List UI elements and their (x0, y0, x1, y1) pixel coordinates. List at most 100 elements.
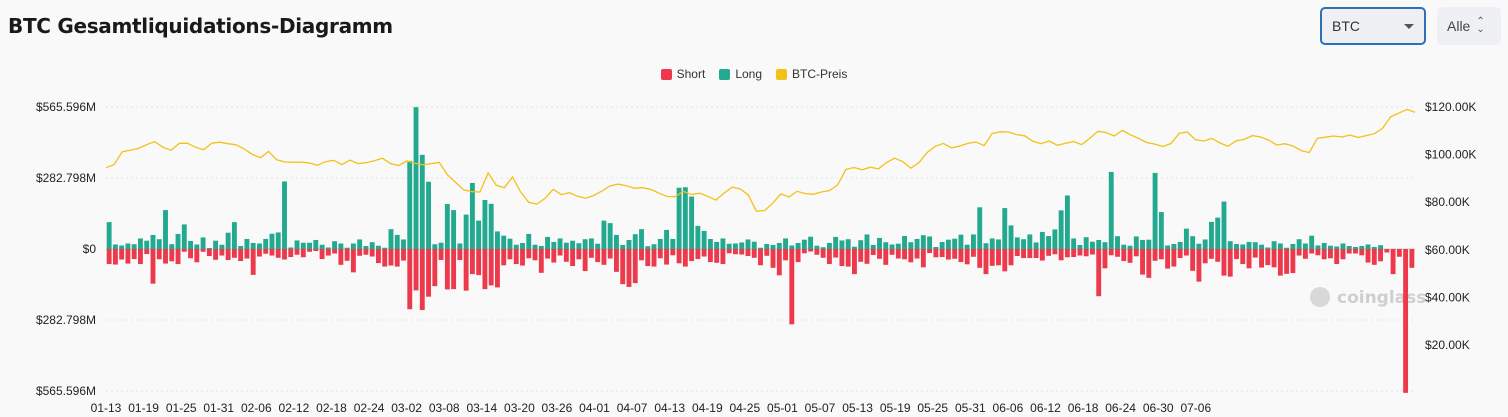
long-bar (1302, 243, 1308, 249)
long-bar (845, 239, 851, 249)
time-range-select[interactable]: Alle ⌃ ⌄ (1437, 7, 1501, 45)
x-tick-label: 02-24 (354, 401, 385, 415)
short-bar (707, 249, 713, 263)
long-bar (1202, 239, 1208, 249)
short-bar (1309, 249, 1315, 254)
long-bar (770, 244, 776, 249)
long-bar (1140, 239, 1145, 249)
short-bar (1259, 249, 1264, 268)
short-bar (1353, 249, 1358, 254)
short-bar (720, 249, 726, 265)
short-bar (238, 249, 244, 262)
long-bar (438, 242, 444, 249)
long-bar (350, 243, 356, 249)
short-bar (670, 249, 676, 256)
long-bar (369, 242, 375, 249)
x-tick-label: 05-07 (805, 401, 836, 415)
short-bar (1246, 249, 1252, 269)
short-bar (1177, 249, 1183, 259)
long-bar (1008, 225, 1014, 249)
long-bar (307, 242, 312, 249)
coin-select[interactable]: BTC (1320, 7, 1426, 45)
long-bar (532, 244, 538, 249)
long-bar (119, 245, 125, 249)
short-bar (664, 249, 669, 265)
short-bar (294, 249, 300, 255)
long-bar (1158, 212, 1164, 249)
short-bar (457, 249, 463, 261)
legend-item-long[interactable]: Long (719, 67, 762, 81)
long-bar (645, 246, 651, 249)
short-bar (1403, 249, 1409, 393)
long-bar (595, 243, 601, 249)
short-bar (952, 249, 958, 259)
short-bar (1052, 249, 1058, 255)
long-bar (413, 107, 419, 250)
long-bar (576, 243, 582, 249)
short-bar (595, 249, 601, 263)
long-bar (363, 245, 369, 249)
long-bar (1309, 235, 1315, 249)
long-bar (1328, 245, 1333, 249)
short-bar (1209, 249, 1214, 259)
long-bar (526, 233, 532, 249)
short-bar (902, 249, 907, 260)
legend-item-short[interactable]: Short (660, 67, 705, 81)
short-bar (488, 249, 494, 286)
short-bar (1240, 249, 1246, 265)
short-bar (1359, 249, 1365, 256)
short-bar (1115, 249, 1120, 257)
short-bar (1008, 249, 1014, 266)
y-right-tick-label: $120.00K (1425, 100, 1476, 114)
short-bar (332, 249, 338, 254)
short-bar (701, 249, 707, 257)
long-bar (156, 239, 162, 249)
short-bar (1334, 249, 1340, 265)
long-bar (1378, 245, 1383, 249)
x-tick-label: 03-14 (466, 401, 497, 415)
long-bar (864, 234, 870, 249)
long-bar (476, 220, 482, 249)
long-bar (432, 244, 438, 249)
long-bar (601, 220, 607, 249)
short-bar (795, 249, 801, 263)
short-bar (977, 249, 983, 268)
short-bar (1409, 249, 1415, 268)
short-bar (282, 249, 287, 260)
short-bar (1271, 249, 1277, 268)
long-bar (376, 245, 381, 249)
long-bar (419, 154, 425, 249)
short-bar (1384, 249, 1390, 253)
long-bar (1039, 231, 1045, 249)
long-bar (983, 243, 989, 249)
long-bar (889, 244, 895, 249)
short-bar (1027, 249, 1033, 259)
long-bar (551, 241, 557, 249)
long-bar (206, 248, 212, 249)
short-bar (169, 249, 175, 262)
short-bar (426, 249, 431, 297)
short-bar (1121, 249, 1127, 262)
long-bar (1014, 237, 1020, 249)
long-bar (839, 240, 845, 249)
long-bar (1027, 234, 1033, 249)
short-bar (244, 249, 250, 259)
long-bar (507, 238, 513, 249)
short-bar (789, 249, 795, 325)
legend-item-price[interactable]: BTC-Preis (776, 67, 847, 81)
short-bar (764, 249, 770, 256)
long-bar (701, 230, 707, 249)
long-bar (175, 233, 181, 249)
long-bar (1365, 244, 1371, 249)
long-bar (451, 210, 457, 249)
short-bar (1290, 249, 1296, 274)
long-bar (388, 229, 394, 249)
long-bar (971, 234, 976, 249)
short-bar (1002, 249, 1008, 272)
long-bar (401, 239, 406, 249)
short-bar (257, 249, 262, 257)
short-bar (908, 249, 914, 263)
short-bar (507, 249, 513, 260)
long-bar (852, 246, 857, 249)
x-tick-label: 04-13 (654, 401, 685, 415)
